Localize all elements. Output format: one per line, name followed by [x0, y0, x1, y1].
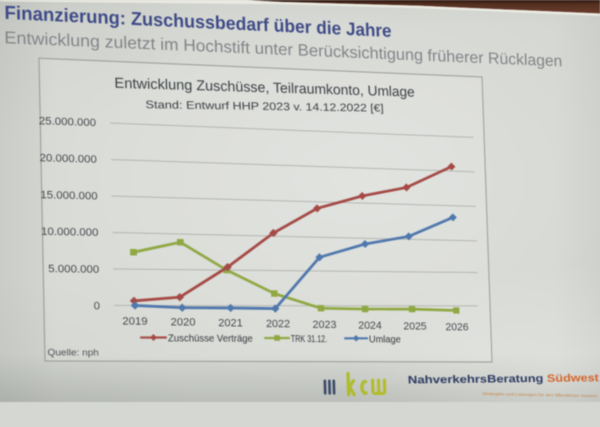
svg-text:Zuschüsse Verträge: Zuschüsse Verträge: [168, 334, 253, 345]
svg-text:15.000.000: 15.000.000: [40, 189, 98, 202]
svg-text:Umlage: Umlage: [369, 335, 401, 346]
svg-text:5.000.000: 5.000.000: [48, 263, 99, 275]
svg-text:2019: 2019: [122, 316, 147, 328]
svg-text:2022: 2022: [266, 319, 291, 331]
svg-text:25.000.000: 25.000.000: [39, 116, 96, 130]
svg-text:2025: 2025: [403, 321, 427, 332]
svg-text:20.000.000: 20.000.000: [39, 153, 97, 166]
svg-text:2023: 2023: [312, 319, 336, 331]
svg-text:0: 0: [94, 300, 101, 312]
svg-text:Quelle: nph: Quelle: nph: [47, 348, 99, 359]
svg-text:Strategien und Lösungen für de: Strategien und Lösungen für den öffentli…: [482, 391, 598, 398]
svg-text:2020: 2020: [170, 317, 195, 329]
svg-text:2021: 2021: [218, 318, 243, 330]
svg-text:NahverkehrsBeratung Südwest: NahverkehrsBeratung Südwest: [408, 372, 600, 386]
svg-text:2026: 2026: [445, 322, 468, 333]
svg-text:2024: 2024: [358, 320, 382, 331]
svg-text:TRK 31.12.: TRK 31.12.: [291, 334, 328, 345]
svg-text:10.000.000: 10.000.000: [41, 226, 99, 239]
